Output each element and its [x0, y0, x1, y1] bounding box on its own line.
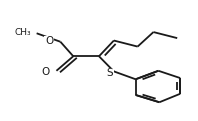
Text: O: O [45, 36, 53, 46]
Text: CH₃: CH₃ [14, 28, 31, 37]
Text: S: S [107, 68, 113, 78]
Text: O: O [42, 67, 50, 77]
